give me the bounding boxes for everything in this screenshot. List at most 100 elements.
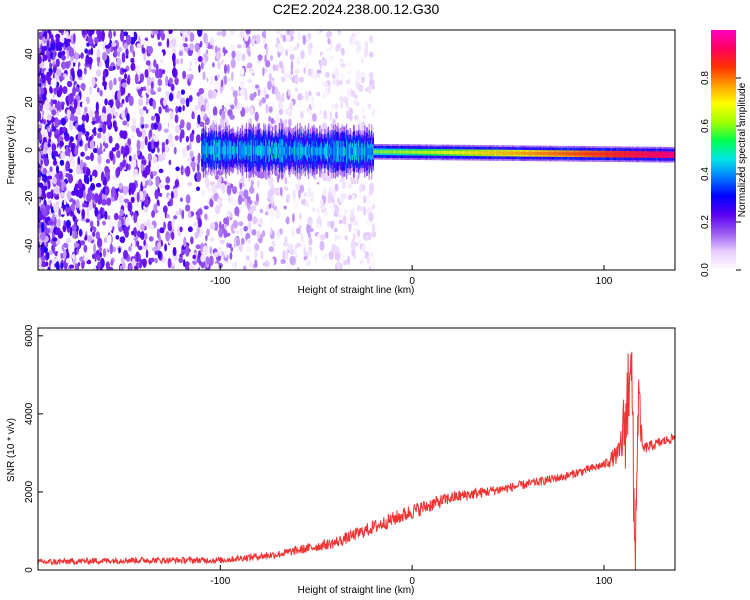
heatmap-cell xyxy=(112,246,116,253)
heatmap-cell xyxy=(404,150,406,154)
heatmap-cell xyxy=(566,152,568,156)
heatmap-cell xyxy=(232,260,236,270)
heatmap-cell xyxy=(303,192,307,198)
heatmap-cell xyxy=(359,259,364,265)
heatmap-cell xyxy=(395,150,397,154)
heatmap-cell xyxy=(224,74,228,86)
heatmap-cell xyxy=(524,151,526,155)
heatmap-cell xyxy=(258,145,260,156)
heatmap-cell xyxy=(102,220,107,226)
heatmap-cell xyxy=(78,228,83,237)
heatmap-cell xyxy=(287,147,289,155)
heatmap-cell xyxy=(268,246,275,252)
heatmap-cell xyxy=(224,251,227,258)
heatmap-cell xyxy=(65,38,71,44)
heatmap-cell xyxy=(251,229,257,236)
heatmap-cell xyxy=(371,203,376,210)
heatmap-cell xyxy=(47,166,51,173)
heatmap-cell xyxy=(165,45,171,51)
heatmap-cell xyxy=(412,150,414,154)
heatmap-cell xyxy=(93,243,96,255)
heatmap-cell xyxy=(186,121,192,131)
heatmap-cell xyxy=(80,151,85,157)
heatmap-cell xyxy=(507,151,509,155)
heatmap-cell xyxy=(243,147,245,154)
heatmap-cell xyxy=(584,152,586,156)
heatmap-cell xyxy=(158,168,164,174)
heatmap-cell xyxy=(46,113,52,121)
heatmap-cell xyxy=(291,147,293,154)
heatmap-cell xyxy=(361,147,363,156)
heatmap-cell xyxy=(126,122,130,127)
heatmap-cell xyxy=(334,147,336,156)
heatmap-cell xyxy=(147,45,154,55)
heatmap-cell xyxy=(156,205,161,211)
heatmap-cell xyxy=(308,227,314,233)
heatmap-cell xyxy=(306,178,312,184)
heatmap-cell xyxy=(47,127,51,132)
heatmap-cell xyxy=(204,117,210,126)
heatmap-cell xyxy=(162,151,166,160)
heatmap-cell xyxy=(476,151,478,155)
snr-x-ticks: -100 0 100 xyxy=(210,565,613,587)
heatmap-cell xyxy=(194,104,198,112)
heatmap-cell xyxy=(149,129,153,138)
heatmap-cell xyxy=(297,30,301,41)
heatmap-cell xyxy=(490,151,492,155)
heatmap-cell xyxy=(59,159,65,166)
heatmap-cell xyxy=(133,169,138,176)
heatmap-cell xyxy=(521,151,523,155)
heatmap-cell xyxy=(86,259,92,265)
heatmap-cell xyxy=(351,194,355,202)
heatmap-cell xyxy=(181,146,188,158)
heatmap-cell xyxy=(246,62,253,69)
heatmap-cell xyxy=(652,153,654,157)
heatmap-cell xyxy=(195,134,201,144)
heatmap-cell xyxy=(519,151,521,155)
heatmap-cell xyxy=(237,145,239,156)
heatmap-cell xyxy=(83,67,87,75)
heatmap-cell xyxy=(281,76,286,83)
heatmap-cell xyxy=(77,188,84,199)
heatmap-cell xyxy=(184,37,188,42)
heatmap-cell xyxy=(110,186,116,198)
heatmap-cell xyxy=(72,229,76,239)
heatmap-cell xyxy=(63,220,66,227)
heatmap-cell xyxy=(43,157,50,167)
heatmap-cell xyxy=(268,202,272,210)
heatmap-cell xyxy=(70,203,76,212)
heatmap-cell xyxy=(180,97,186,105)
heatmap-cell xyxy=(257,54,263,61)
heatmap-cell xyxy=(229,44,235,51)
heatmap-cell xyxy=(38,223,42,229)
heatmap-cell xyxy=(138,108,144,116)
heatmap-cell xyxy=(383,150,385,154)
heatmap-cell xyxy=(324,92,328,98)
heatmap-cell xyxy=(219,145,221,155)
heatmap-cell xyxy=(345,48,349,59)
heatmap-cell xyxy=(63,198,67,206)
heatmap-cell xyxy=(285,49,288,57)
heatmap-cell xyxy=(438,150,440,154)
heatmap-cell xyxy=(320,198,324,209)
heatmap-cell xyxy=(155,177,160,188)
heatmap-cell xyxy=(511,151,514,155)
heatmap-cell xyxy=(399,150,401,154)
heatmap-cell xyxy=(105,158,111,164)
heatmap-cell xyxy=(650,153,652,157)
heatmap-cell xyxy=(407,150,409,154)
heatmap-cell xyxy=(221,110,226,120)
heatmap-cell xyxy=(122,130,128,140)
heatmap-cell xyxy=(61,61,67,70)
heatmap-cell xyxy=(349,108,354,116)
x-tick-label: -100 xyxy=(210,276,230,287)
heatmap-cell xyxy=(317,100,321,112)
heatmap-cell xyxy=(318,263,323,270)
heatmap-cell xyxy=(178,257,184,264)
heatmap-cell xyxy=(455,151,457,155)
heatmap-cell xyxy=(175,105,179,114)
heatmap-cell xyxy=(92,169,98,179)
heatmap-cell xyxy=(238,243,243,253)
heatmap-cell xyxy=(184,261,191,270)
heatmap-cell xyxy=(320,234,326,241)
